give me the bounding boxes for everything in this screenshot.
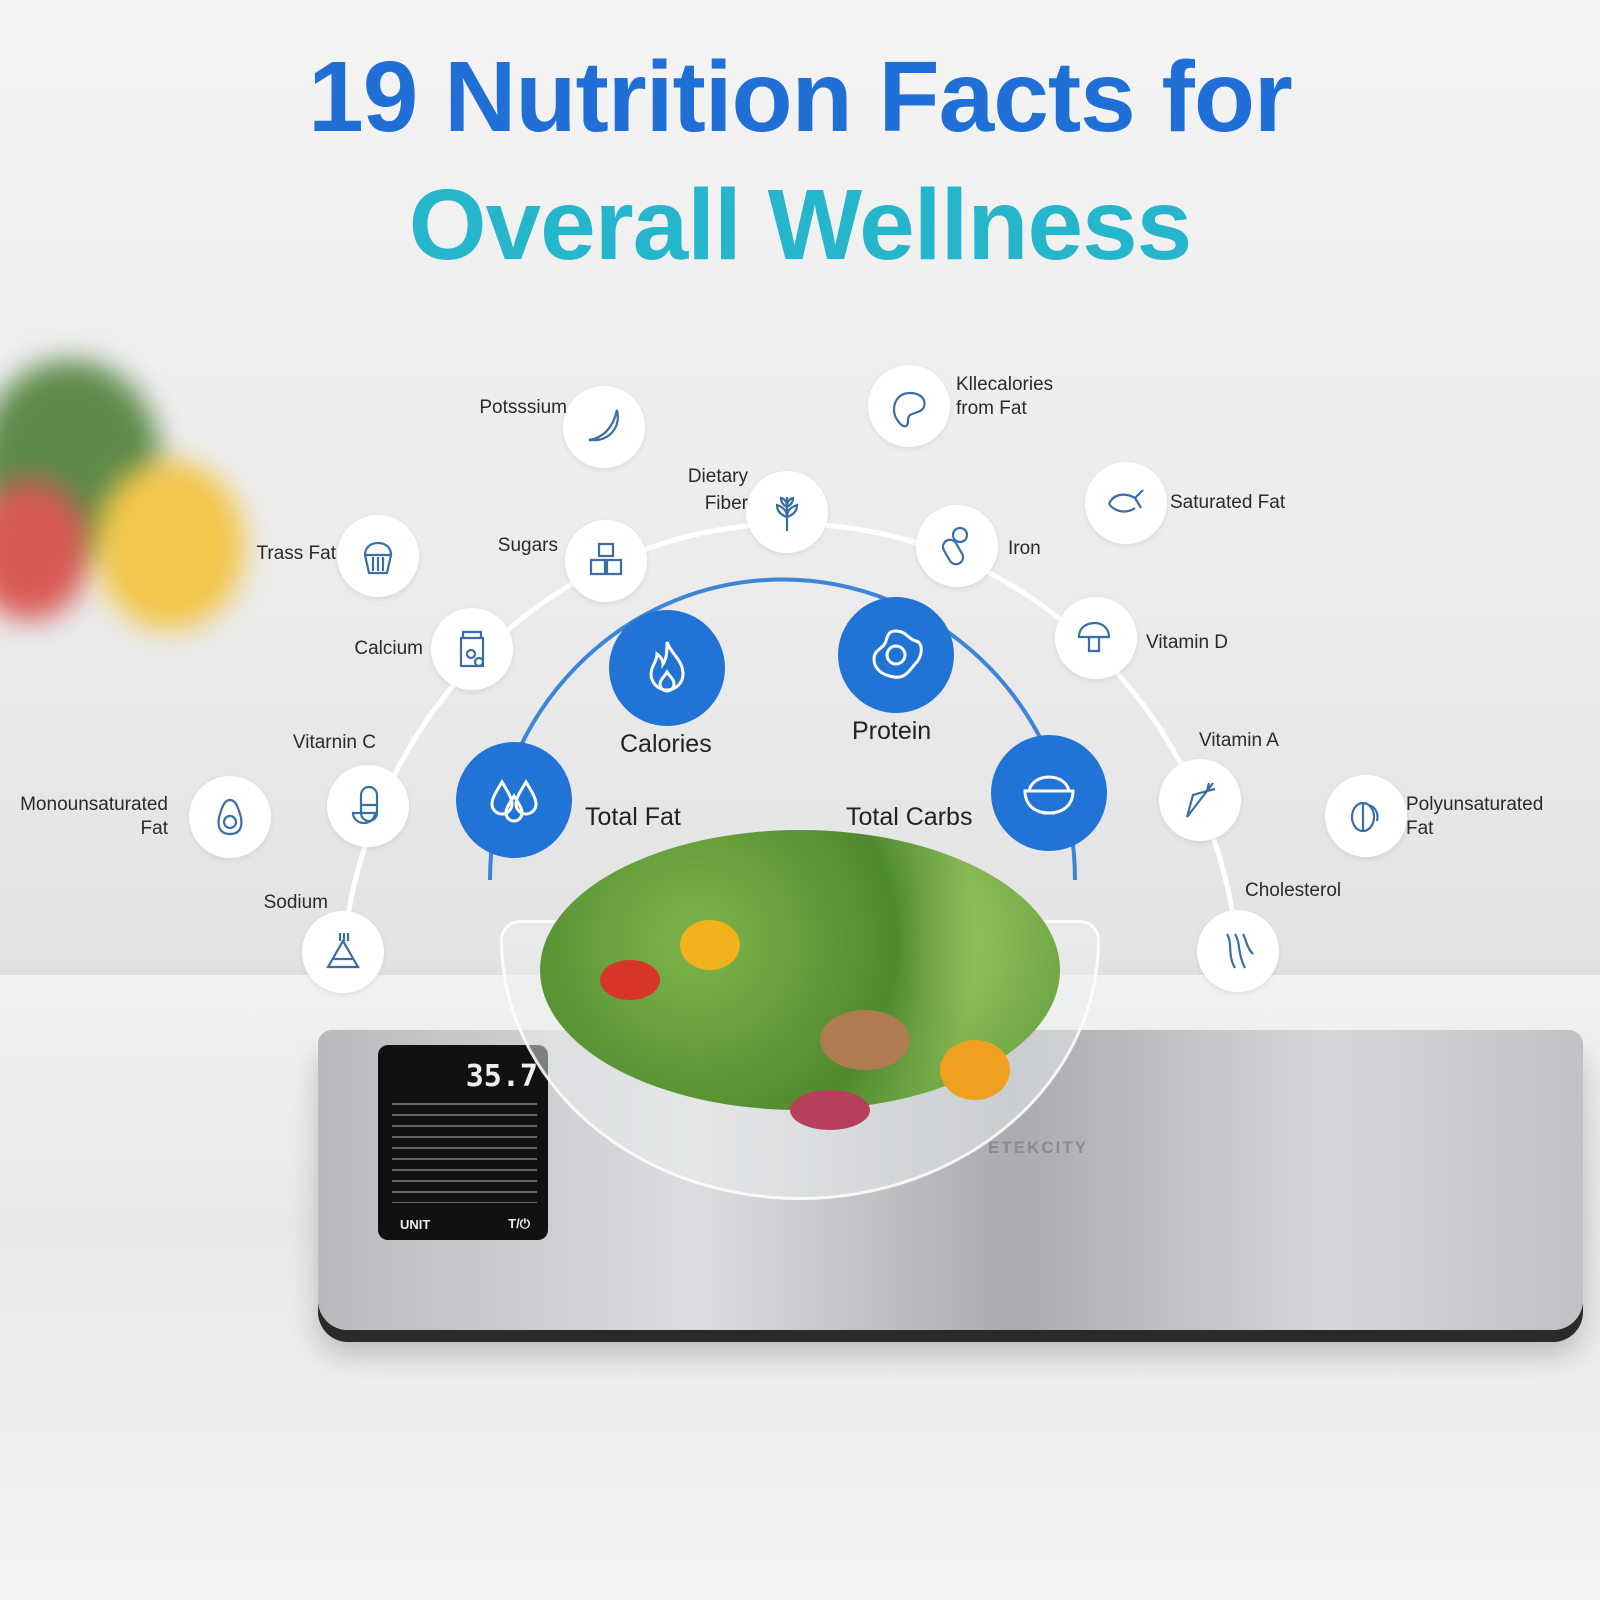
avocado-icon — [189, 776, 271, 858]
nutrition-list — [392, 1103, 537, 1203]
mushroom-icon — [1055, 597, 1137, 679]
salad-pepper-2 — [940, 1040, 1010, 1100]
droplets-icon — [456, 742, 572, 858]
flame-icon — [609, 610, 725, 726]
salad-chicken — [820, 1010, 910, 1070]
salad-onion — [790, 1090, 870, 1130]
title-line-1: 19 Nutrition Facts for — [308, 41, 1293, 153]
nuts-icon — [1325, 775, 1407, 857]
label-calories: Calories — [620, 730, 712, 758]
label-protein: Protein — [852, 717, 932, 745]
egg-icon — [838, 597, 954, 713]
salad-tomato — [600, 960, 660, 1000]
label-calcium: Calcium — [354, 638, 423, 659]
label-iron: Iron — [1008, 538, 1041, 559]
capsule-citrus-icon — [327, 765, 409, 847]
artery-icon — [1197, 910, 1279, 992]
brand-logo: ETEKCITY — [988, 1138, 1089, 1157]
label-kilocalories-from-fat: Kllecalories from Fat — [956, 374, 1054, 419]
tare-power-button[interactable]: T/⏻ — [508, 1216, 530, 1231]
chicken-icon — [1085, 462, 1167, 544]
cupcake-icon — [337, 515, 419, 597]
label-total-carbs: Total Carbs — [846, 803, 973, 831]
weight-readout: 35.7 — [465, 1059, 538, 1094]
scale-display: 35.7 UNIT T/⏻ — [378, 1045, 548, 1240]
label-total-fat: Total Fat — [585, 803, 681, 831]
meat-icon — [868, 365, 950, 447]
label-saturated-fat: Saturated Fat — [1170, 492, 1286, 513]
label-monounsaturated-fat: Monounsaturated Fat — [20, 794, 168, 839]
wheat-icon — [746, 471, 828, 553]
carrot-icon — [1159, 759, 1241, 841]
unit-button[interactable]: UNIT — [400, 1217, 431, 1232]
title-line-2: Overall Wellness — [408, 169, 1193, 281]
blurred-pepper — [95, 460, 245, 630]
label-potassium: Potsssium — [479, 397, 567, 418]
label-trans-fat: Trass Fat — [256, 543, 336, 564]
label-polyunsaturated-fat: Polyunsaturated Fat — [1406, 794, 1544, 839]
label-vitamin-d: Vitamin D — [1146, 632, 1229, 653]
pill-icon — [916, 505, 998, 587]
label-vitamin-c: Vitarnin C — [292, 732, 376, 753]
jar-icon — [431, 608, 513, 690]
salt-icon — [302, 911, 384, 993]
sugar-cubes-icon — [565, 520, 647, 602]
banana-icon — [563, 386, 645, 468]
label-vitamin-a: Vitamin A — [1199, 730, 1279, 751]
label-cholesterol: Cholesterol — [1245, 880, 1342, 901]
bowl-icon — [991, 735, 1107, 851]
label-sodium: Sodium — [263, 892, 328, 913]
label-dietary-fiber: Dietary Fiber — [687, 466, 748, 514]
label-sugars: Sugars — [497, 535, 558, 556]
salad-pepper — [680, 920, 740, 970]
